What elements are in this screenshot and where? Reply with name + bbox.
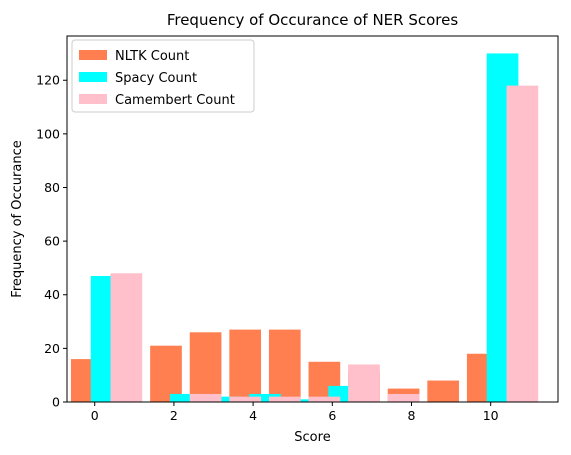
x-tick-label: 8 — [408, 408, 416, 423]
x-tick-label: 6 — [328, 408, 336, 423]
legend-label: Spacy Count — [115, 71, 197, 86]
bar-series-2-x-2 — [169, 393, 202, 402]
bar-series-1-x-4 — [229, 329, 262, 402]
legend-swatch — [79, 94, 107, 104]
bar-series-2-x-3 — [209, 396, 242, 402]
y-tick-label: 20 — [44, 341, 60, 356]
bar-series-3-x-10 — [506, 85, 539, 402]
x-tick-label: 2 — [170, 408, 178, 423]
bar-series-3-x-4 — [268, 396, 301, 402]
y-tick-label: 60 — [44, 234, 60, 249]
legend: NLTK Count Spacy Count Camembert Count — [71, 39, 255, 113]
legend-label: NLTK Count — [115, 49, 189, 64]
bar-series-3-x-5 — [308, 396, 341, 402]
legend-label: Camembert Count — [115, 93, 235, 108]
bar-series-2-x-4 — [249, 393, 281, 402]
bars-layer — [70, 53, 539, 403]
legend-swatch — [79, 50, 107, 60]
x-axis-ticks: 0 2 4 6 8 10 — [91, 402, 499, 423]
y-tick-label: 40 — [44, 287, 60, 302]
y-axis-label: Frequency of Occurance — [10, 140, 25, 297]
bar-series-3-x-0 — [110, 273, 143, 402]
chart-title: Frequency of Occurance of NER Scores — [167, 11, 459, 29]
bar-series-3-x-7 — [387, 393, 420, 402]
legend-swatch — [79, 72, 107, 82]
y-tick-label: 120 — [36, 73, 60, 88]
y-tick-label: 0 — [52, 395, 60, 410]
bar-series-1-x-5 — [268, 329, 301, 402]
bar-series-3-x-6 — [348, 364, 380, 402]
bar-series-2-x-5 — [288, 399, 321, 402]
y-tick-label: 100 — [36, 126, 60, 141]
x-axis-label: Score — [294, 430, 330, 445]
y-tick-label: 80 — [44, 180, 60, 195]
x-tick-label: 4 — [249, 408, 257, 423]
y-axis-ticks: 0 20 40 60 80 100 120 — [36, 73, 67, 410]
bar-series-1-x-9 — [427, 380, 460, 402]
axes-frame — [66, 35, 559, 403]
bar-series-1-x-3 — [189, 332, 222, 402]
legend-box — [71, 39, 255, 113]
bar-series-3-x-3 — [229, 396, 262, 402]
bar-series-3-x-2 — [189, 393, 222, 402]
x-tick-label: 10 — [483, 408, 499, 423]
x-tick-label: 0 — [91, 408, 99, 423]
bar-series-1-x-2 — [150, 345, 182, 402]
